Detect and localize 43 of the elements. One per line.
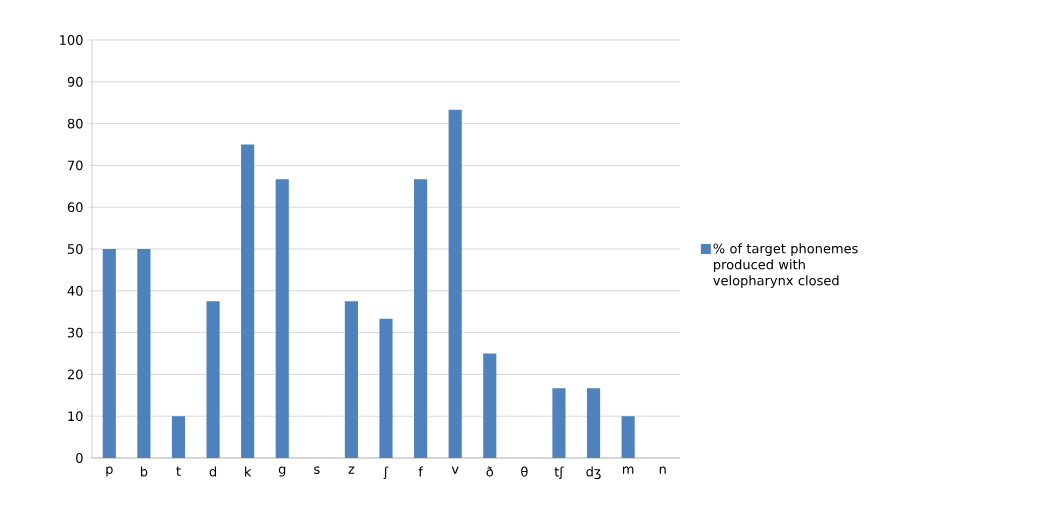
- bar: [206, 301, 220, 458]
- y-tick-label: 40: [67, 285, 83, 296]
- x-tick-label: g: [278, 466, 286, 477]
- x-tick-label: ʃ: [383, 466, 389, 480]
- bar: [586, 388, 601, 458]
- x-tick-label: s: [314, 466, 320, 474]
- bar: [344, 301, 358, 458]
- bar: [552, 388, 566, 458]
- bar: [171, 416, 186, 458]
- y-tick-label: 10: [68, 411, 83, 422]
- x-tick-label: f: [418, 466, 424, 477]
- y-tick-label: 80: [67, 118, 83, 129]
- x-tick-label: n: [659, 466, 666, 474]
- bar: [483, 353, 497, 458]
- x-tick-label: θ: [521, 466, 528, 477]
- bar: [621, 416, 635, 458]
- bar: [379, 318, 393, 458]
- y-tick-label: 50: [67, 244, 83, 254]
- bar: [275, 179, 289, 458]
- y-tick-label: 90: [67, 76, 83, 87]
- x-tick-label: k: [245, 466, 252, 477]
- bar: [448, 109, 462, 458]
- x-tick-label: t: [176, 466, 181, 476]
- y-tick-label: 0: [76, 453, 83, 463]
- y-tick-label: 100: [60, 35, 83, 45]
- legend-label: % of target phonemes produced with velopharynx closed: [713, 243, 858, 288]
- y-tick-label: 30: [67, 327, 83, 338]
- x-tick-label: b: [140, 466, 148, 477]
- x-tick-label: m: [622, 466, 634, 474]
- x-tick-label: p: [106, 466, 113, 477]
- y-tick-label: 20: [67, 369, 83, 380]
- x-tick-label: dʒ: [586, 466, 601, 480]
- bar: [241, 144, 255, 458]
- x-tick-label: d: [209, 466, 217, 477]
- bar: [102, 249, 116, 458]
- x-tick-label: tʃ: [554, 466, 564, 480]
- x-tick-label: ð: [486, 466, 494, 477]
- x-tick-label: z: [348, 466, 355, 474]
- y-tick-label: 70: [68, 160, 83, 171]
- y-tick-label: 60: [67, 202, 83, 213]
- bar: [137, 249, 151, 458]
- x-tick-label: v: [451, 466, 459, 474]
- bar: [414, 179, 428, 458]
